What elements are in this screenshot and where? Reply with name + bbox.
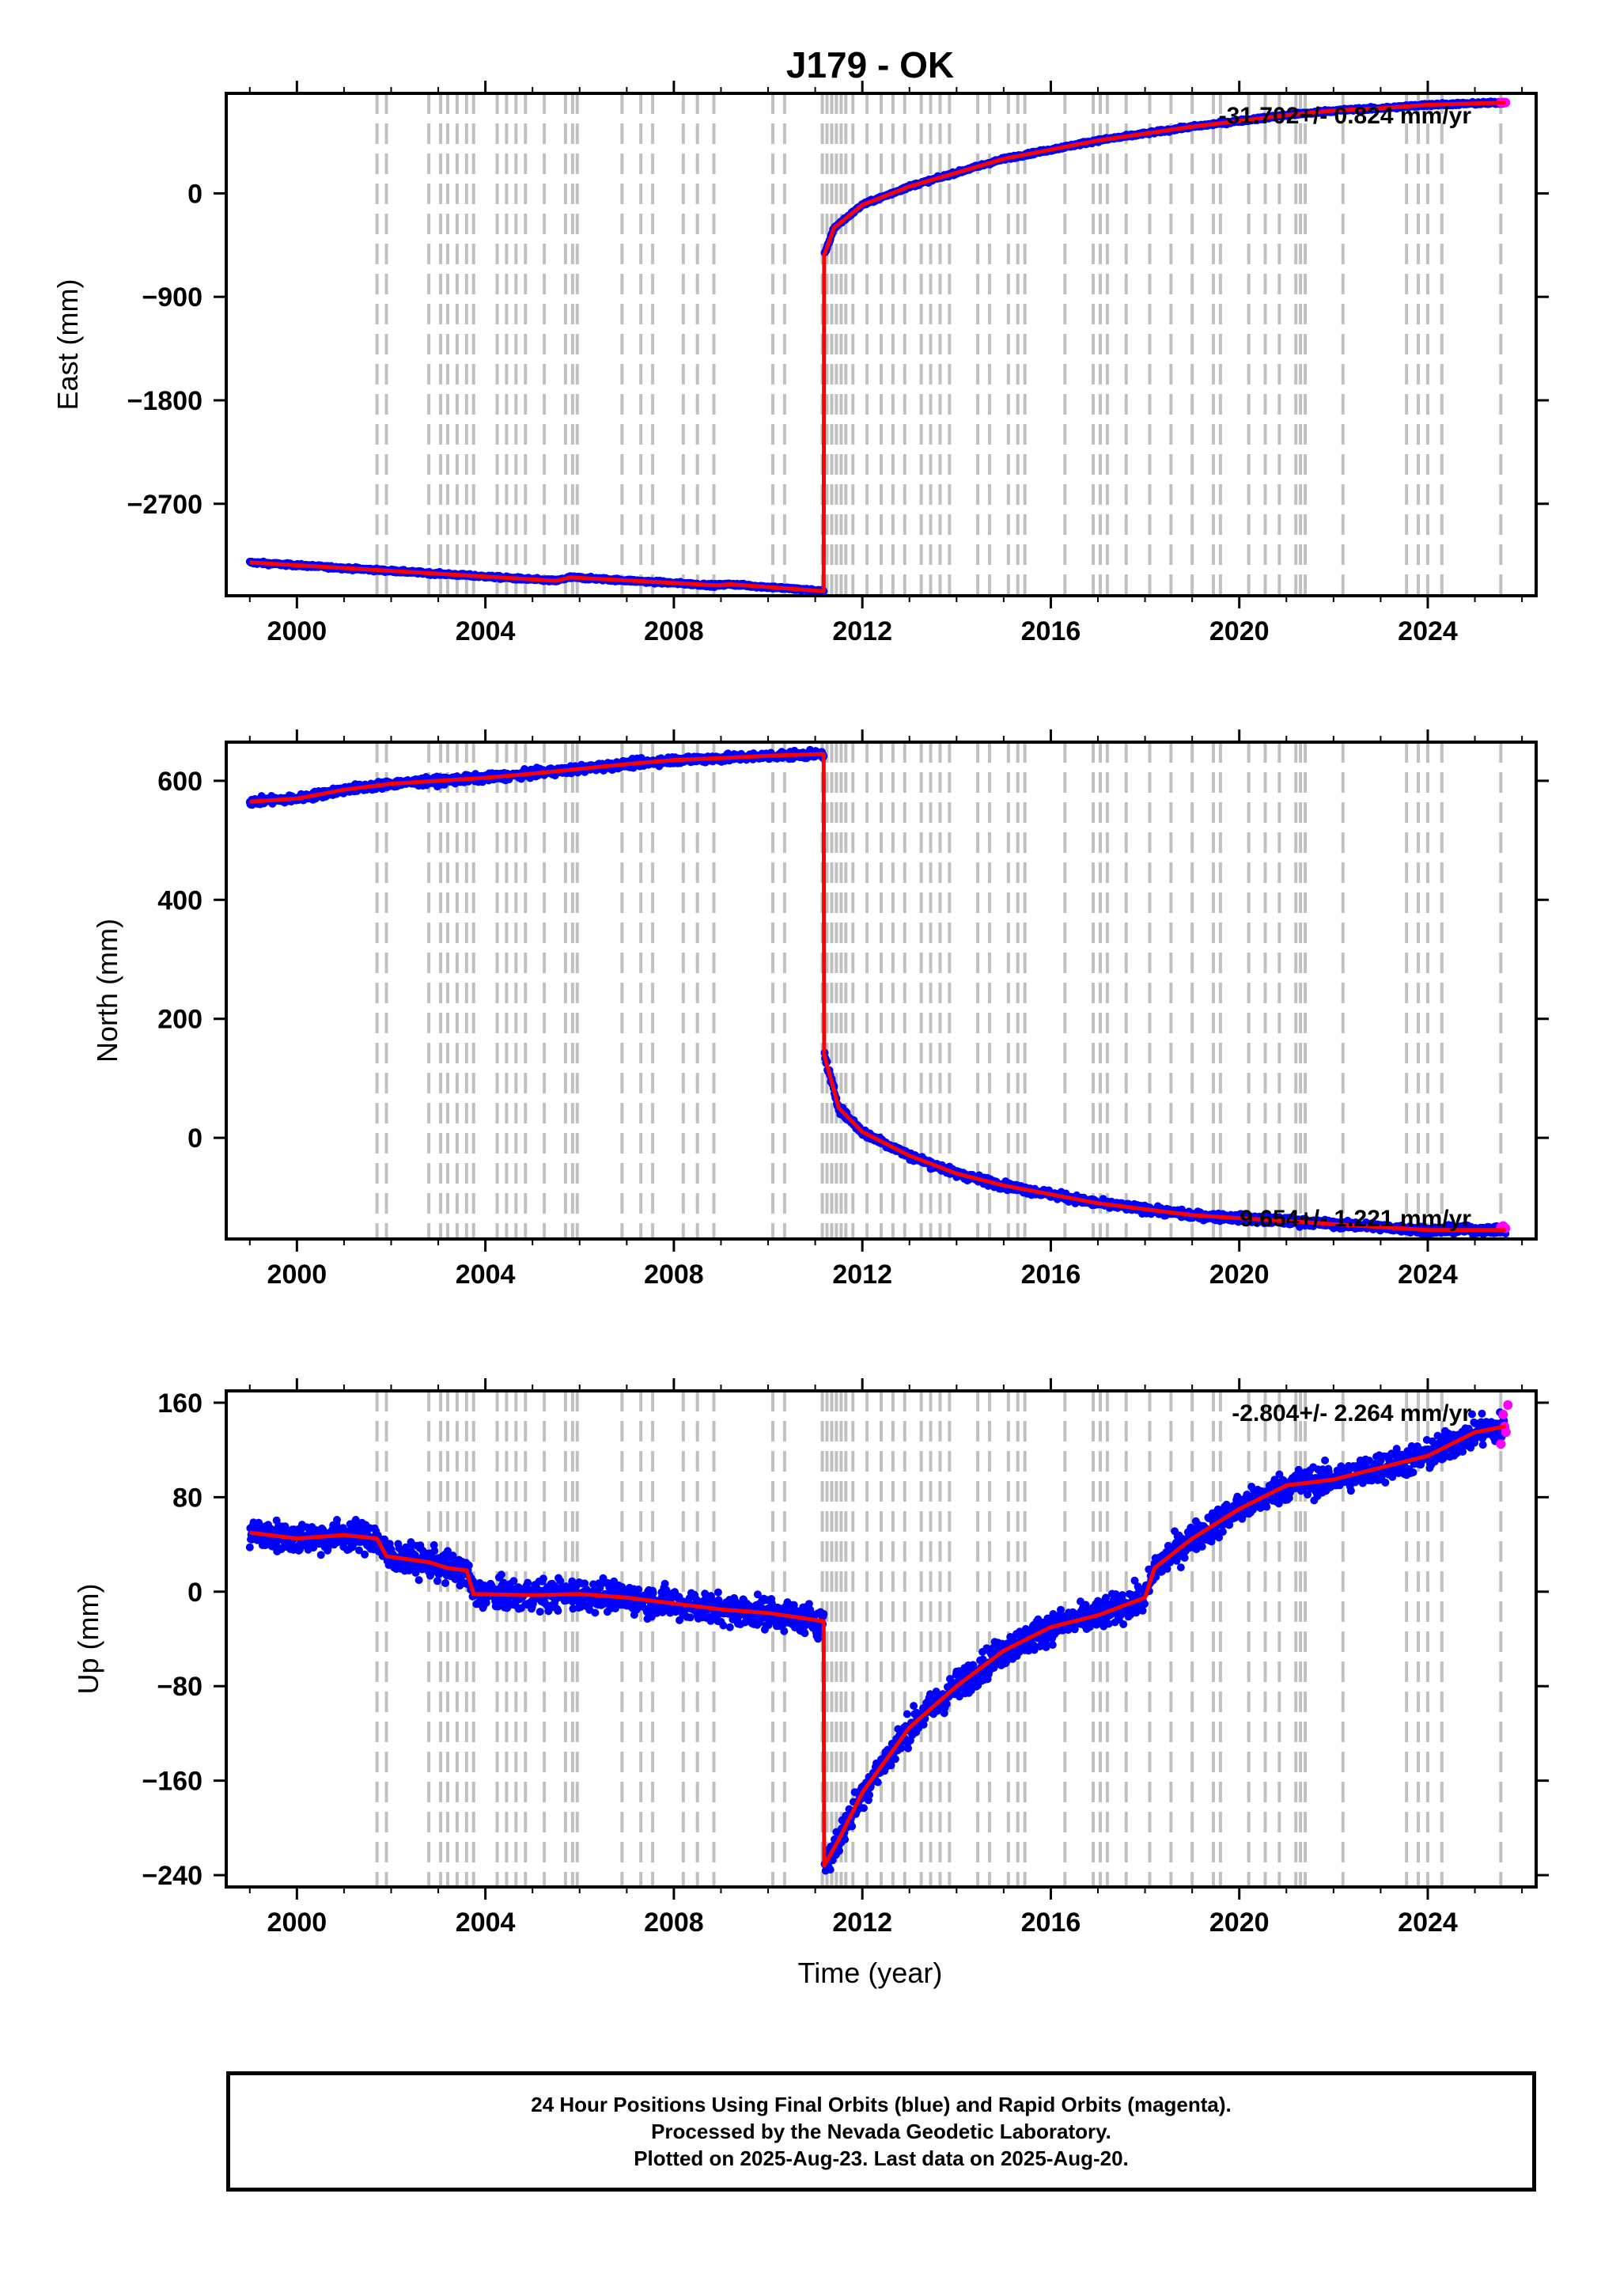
final-orbit-points xyxy=(245,97,1510,596)
x-axis-label: Time (year) xyxy=(798,1957,943,1989)
chart-title: J179 - OK xyxy=(786,44,954,85)
panel-frame xyxy=(225,92,1538,597)
y-tick-label: −1800 xyxy=(127,386,203,416)
final-orbit-points xyxy=(245,745,1510,1239)
model-fit-line xyxy=(249,100,1506,593)
x-tick-label: 2016 xyxy=(1021,616,1081,646)
x-tick-label: 2008 xyxy=(644,616,704,646)
panel-plot-area xyxy=(245,742,1511,1239)
panel-0: 2000 2004 2008 2012 2016 2020 2024 0 −900 −1800 −2… xyxy=(51,81,1549,646)
x-tick-label: 2024 xyxy=(1398,616,1458,646)
x-tick-label: 2012 xyxy=(832,616,892,646)
y-tick-label: −2700 xyxy=(127,490,203,520)
y-tick-label: 0 xyxy=(187,179,202,209)
y-axis-label: East (mm) xyxy=(51,279,84,411)
panel-1: 2000 2004 2008 2012 2016 2020 20246004002000No… xyxy=(91,729,1549,1290)
x-tick-label: 2004 xyxy=(456,616,516,646)
y-tick-label: −900 xyxy=(142,282,202,313)
x-tick-label: 2020 xyxy=(1209,616,1270,646)
panel-plot-area xyxy=(245,93,1511,596)
rate-annotation: -31.702+/- 0.824 mm/yr xyxy=(1219,103,1472,129)
x-tick-label: 2000 xyxy=(267,616,327,646)
